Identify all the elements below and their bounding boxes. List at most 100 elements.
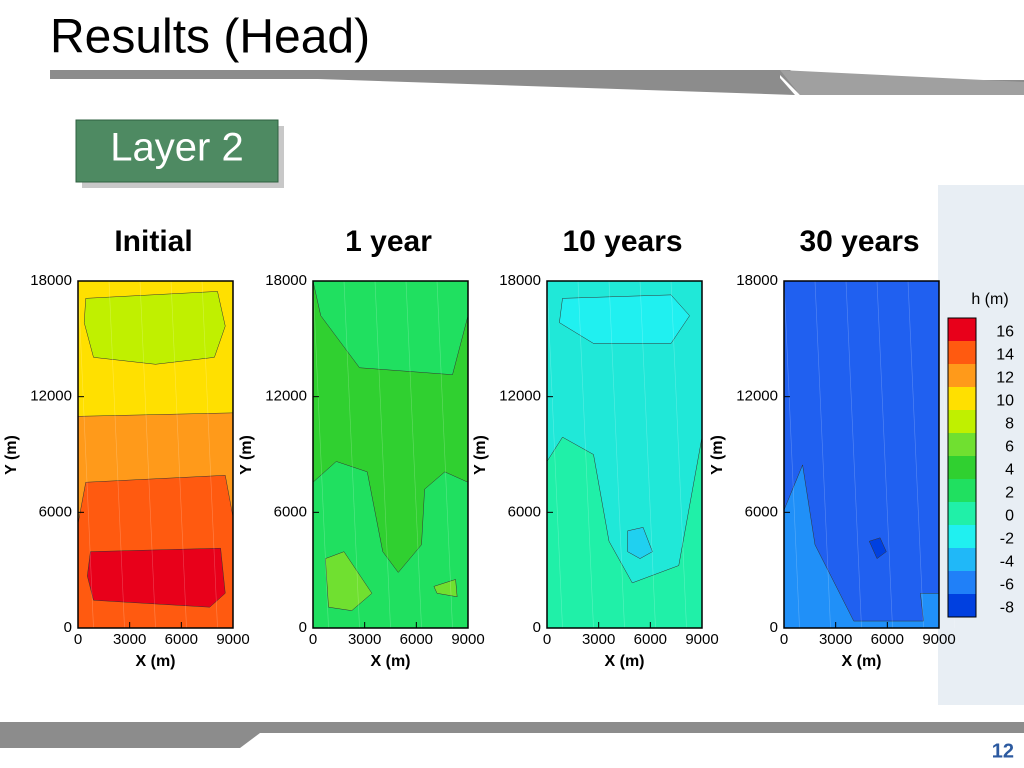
mesh-line: [907, 280, 924, 629]
y-tick-label: 0: [299, 619, 307, 636]
x-axis-label: X (m): [136, 653, 176, 670]
badge-text: Layer 2: [110, 126, 243, 170]
y-tick-label: 0: [533, 619, 541, 636]
x-tick-label: 0: [543, 631, 551, 648]
x-tick-label: 0: [74, 631, 82, 648]
mesh-line: [108, 280, 125, 629]
contour-region: [87, 547, 226, 608]
legend-label: 16: [996, 324, 1014, 341]
mesh-line: [405, 280, 422, 629]
legend-swatch: [948, 433, 976, 456]
badge: [75, 119, 279, 183]
mesh-line: [170, 280, 187, 629]
legend-swatch: [948, 410, 976, 433]
mesh-line: [374, 280, 391, 629]
page-number: 12: [992, 740, 1014, 762]
legend-label: 2: [1005, 485, 1014, 502]
mesh-line: [639, 280, 656, 629]
x-tick-label: 6000: [400, 631, 433, 648]
legend-label: 4: [1005, 462, 1014, 479]
x-tick-label: 6000: [871, 631, 904, 648]
contour-region: [433, 579, 458, 598]
mesh-line: [312, 280, 329, 629]
y-tick-label: 6000: [274, 503, 307, 520]
legend-swatch: [948, 548, 976, 571]
contour-region: [627, 527, 653, 559]
mesh-line: [546, 280, 563, 629]
legend-frame: [947, 317, 977, 618]
contour-region: [83, 291, 226, 365]
legend-swatch: [948, 594, 976, 617]
x-tick-label: 3000: [348, 631, 381, 648]
mesh-line: [139, 280, 156, 629]
legend-label: 0: [1005, 508, 1014, 525]
contour-region: [559, 294, 690, 344]
x-tick-label: 6000: [165, 631, 198, 648]
mesh-line: [436, 280, 453, 629]
mesh-line: [814, 280, 831, 629]
y-tick-label: 18000: [30, 272, 72, 289]
y-tick-label: 18000: [265, 272, 307, 289]
plot-frame: [783, 280, 940, 629]
x-tick-label: 9000: [451, 631, 484, 648]
x-axis-label: X (m): [605, 653, 645, 670]
legend-title: h (m): [971, 291, 1008, 308]
legend-label: -2: [1000, 531, 1014, 548]
x-axis-label: X (m): [371, 653, 411, 670]
mesh-line: [201, 280, 218, 629]
legend-label: -6: [1000, 577, 1014, 594]
header-bar: [50, 70, 780, 79]
mesh-line: [845, 280, 862, 629]
plot-frame: [77, 280, 234, 629]
legend-label: 8: [1005, 416, 1014, 433]
mesh-line: [77, 280, 94, 629]
mesh-line: [701, 280, 718, 629]
x-tick-label: 3000: [113, 631, 146, 648]
mesh-line: [232, 280, 249, 629]
legend-label: -4: [1000, 554, 1014, 571]
y-tick-label: 18000: [736, 272, 778, 289]
panel-title: 1 year: [345, 225, 432, 258]
legend-swatch: [948, 387, 976, 410]
mesh-line: [670, 280, 687, 629]
plot-frame: [312, 280, 469, 629]
legend-swatch: [948, 318, 976, 341]
legend-swatch: [948, 341, 976, 364]
x-tick-label: 9000: [922, 631, 955, 648]
y-tick-label: 6000: [745, 503, 778, 520]
panel-title: 10 years: [562, 225, 682, 258]
x-tick-label: 0: [309, 631, 317, 648]
y-tick-label: 18000: [499, 272, 541, 289]
y-tick-label: 12000: [30, 388, 72, 405]
y-tick-label: 12000: [499, 388, 541, 405]
x-tick-label: 9000: [685, 631, 718, 648]
y-tick-label: 0: [64, 619, 72, 636]
legend-swatch: [948, 571, 976, 594]
mesh-line: [876, 280, 893, 629]
header-rule: [50, 70, 1024, 95]
x-axis-label: X (m): [842, 653, 882, 670]
x-tick-label: 9000: [216, 631, 249, 648]
y-tick-label: 12000: [265, 388, 307, 405]
y-axis-label: Y (m): [709, 435, 726, 475]
x-tick-label: 6000: [634, 631, 667, 648]
x-tick-label: 0: [780, 631, 788, 648]
contour-region: [325, 551, 373, 611]
y-axis-label: Y (m): [472, 435, 489, 475]
y-axis-label: Y (m): [238, 435, 255, 475]
legend-label: 12: [996, 370, 1014, 387]
panel-title: Initial: [114, 225, 192, 258]
legend-label: 14: [996, 347, 1014, 364]
legend-swatch: [948, 525, 976, 548]
mesh-line: [343, 280, 360, 629]
legend-swatch: [948, 479, 976, 502]
legend-label: 6: [1005, 439, 1014, 456]
mesh-line: [467, 280, 484, 629]
x-tick-label: 3000: [819, 631, 852, 648]
mesh-line: [577, 280, 594, 629]
legend-swatch: [948, 456, 976, 479]
y-tick-label: 6000: [508, 503, 541, 520]
slide-title: Results (Head): [50, 11, 370, 64]
y-axis-label: Y (m): [3, 435, 20, 475]
